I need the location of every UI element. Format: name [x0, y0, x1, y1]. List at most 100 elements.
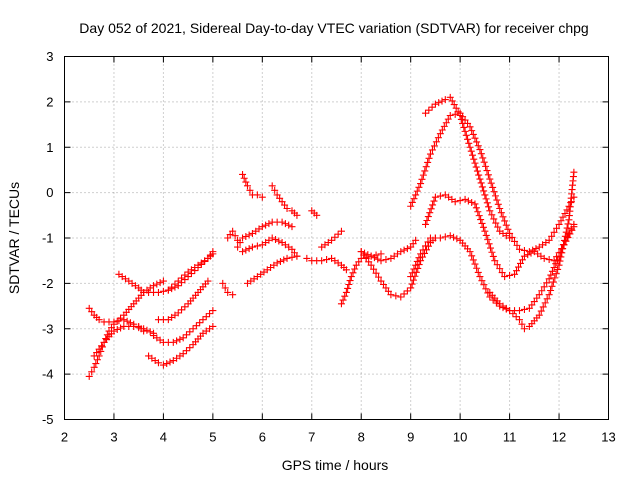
- plus-marker: [430, 197, 438, 205]
- plus-marker: [518, 320, 526, 328]
- plus-marker: [140, 325, 148, 333]
- y-tick-label: 3: [46, 49, 53, 64]
- plus-marker: [483, 167, 491, 175]
- plus-marker: [535, 311, 543, 319]
- plus-marker: [285, 221, 293, 229]
- plus-marker: [102, 335, 110, 343]
- plus-marker: [178, 274, 186, 282]
- plus-marker: [431, 193, 439, 201]
- plus-marker: [419, 171, 427, 179]
- series-arc-u: [357, 236, 420, 265]
- x-axis-label: GPS time / hours: [282, 457, 389, 473]
- plus-marker: [467, 147, 475, 155]
- plus-marker: [258, 193, 266, 201]
- plus-marker: [408, 198, 416, 206]
- plus-marker: [474, 142, 482, 150]
- plus-marker: [342, 288, 350, 296]
- plus-marker: [424, 238, 432, 246]
- plus-marker: [450, 233, 458, 241]
- plus-marker: [482, 162, 490, 170]
- plus-marker: [490, 188, 498, 196]
- plus-marker: [221, 284, 229, 292]
- plus-marker: [506, 307, 514, 315]
- x-tick-label: 11: [503, 430, 517, 445]
- plus-marker: [515, 307, 523, 315]
- plus-marker: [375, 273, 383, 281]
- plus-marker: [501, 217, 509, 225]
- plus-marker: [178, 306, 186, 314]
- y-tick-label: -4: [42, 367, 54, 382]
- plus-marker: [181, 271, 189, 279]
- series-arc-r: [303, 254, 350, 274]
- plus-marker: [550, 257, 558, 265]
- plus-marker: [422, 220, 430, 228]
- plus-marker: [454, 108, 462, 116]
- plus-marker: [382, 256, 390, 264]
- series-arc-s: [318, 227, 345, 251]
- series-arc-d: [115, 270, 148, 296]
- plus-marker: [377, 250, 385, 258]
- plus-marker: [179, 350, 187, 358]
- plus-marker: [110, 327, 118, 335]
- plus-marker: [283, 205, 291, 213]
- plus-marker: [196, 319, 204, 327]
- plus-marker: [293, 211, 301, 219]
- series-arc-l: [239, 170, 266, 201]
- plus-marker: [229, 227, 237, 235]
- plus-marker: [117, 324, 125, 332]
- plus-marker: [372, 269, 380, 277]
- plus-marker: [349, 269, 357, 277]
- plus-marker: [441, 233, 449, 241]
- plus-marker: [535, 291, 543, 299]
- y-tick-label: -5: [42, 412, 54, 427]
- plus-marker: [415, 254, 423, 262]
- plus-marker: [337, 300, 345, 308]
- plus-marker: [545, 256, 553, 264]
- plus-marker: [485, 240, 493, 248]
- plus-marker: [562, 228, 570, 236]
- plus-marker: [246, 186, 254, 194]
- plus-marker: [229, 291, 237, 299]
- plus-marker: [484, 236, 492, 244]
- plus-marker: [174, 309, 182, 317]
- plus-marker: [417, 250, 425, 258]
- plus-marker: [192, 322, 200, 330]
- plus-marker: [504, 225, 512, 233]
- plus-marker: [446, 232, 454, 240]
- plus-marker: [487, 244, 495, 252]
- plus-marker: [494, 223, 502, 231]
- x-tick-label: 10: [453, 430, 467, 445]
- plus-marker: [293, 252, 301, 260]
- plus-marker: [313, 211, 321, 219]
- plus-marker: [288, 223, 296, 231]
- plus-marker: [425, 154, 433, 162]
- plus-marker: [461, 195, 469, 203]
- plus-marker: [520, 252, 528, 260]
- plus-marker: [476, 146, 484, 154]
- plus-marker: [466, 143, 474, 151]
- plus-marker: [478, 219, 486, 227]
- plus-marker: [159, 361, 167, 369]
- plus-marker: [560, 241, 568, 249]
- plus-marker: [466, 123, 474, 131]
- plus-marker: [496, 205, 504, 213]
- plus-marker: [278, 218, 286, 226]
- plus-marker: [565, 202, 573, 210]
- series-arc-f: [145, 322, 217, 369]
- plus-marker: [426, 150, 434, 158]
- plus-marker: [199, 316, 207, 324]
- plus-marker: [120, 316, 128, 324]
- plus-marker: [471, 260, 479, 268]
- plus-marker: [288, 253, 296, 261]
- plus-marker: [164, 286, 172, 294]
- x-tick-label: 4: [160, 430, 167, 445]
- plus-marker: [417, 180, 425, 188]
- plus-marker: [470, 155, 478, 163]
- plus-marker: [412, 191, 420, 199]
- x-tick-label: 5: [209, 430, 216, 445]
- plus-marker: [548, 282, 556, 290]
- plus-marker: [513, 267, 521, 275]
- plus-marker: [429, 201, 437, 209]
- series-arc-c: [90, 322, 158, 360]
- plus-marker: [397, 248, 405, 256]
